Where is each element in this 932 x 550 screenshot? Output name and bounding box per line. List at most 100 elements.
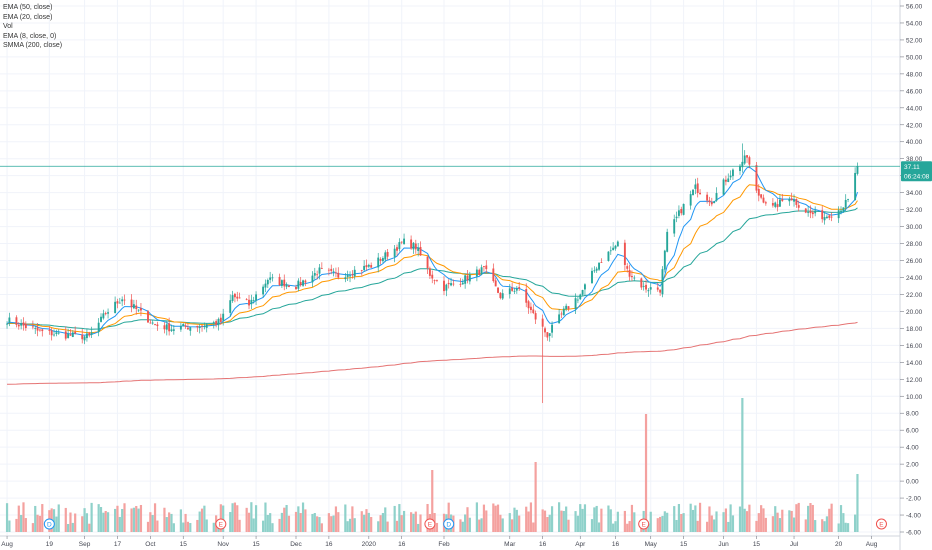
- volume-bar: [370, 516, 373, 532]
- candle-body: [71, 332, 74, 338]
- volume-bar: [480, 518, 483, 532]
- candle-body: [793, 199, 795, 202]
- last-price-value: 37.11: [904, 164, 920, 171]
- y-tick-label: 8.00: [906, 411, 919, 418]
- candle-body: [508, 288, 511, 295]
- volume-bar: [31, 523, 34, 532]
- volume-bar: [821, 519, 824, 532]
- volume-bar: [238, 519, 241, 532]
- candle-body: [132, 304, 135, 309]
- volume-bar: [301, 502, 305, 532]
- candle-body: [346, 274, 349, 277]
- candle-body: [443, 280, 445, 292]
- volume-bar: [698, 502, 702, 532]
- y-tick-label: 14.00: [906, 360, 923, 367]
- volume-bar: [182, 522, 185, 532]
- volume-bar: [776, 512, 779, 532]
- volume-bar: [294, 511, 298, 532]
- volume-bar: [285, 504, 288, 532]
- countdown-timer: 06:24:08: [904, 173, 930, 180]
- candle-body: [245, 299, 248, 301]
- y-tick-label: 52.00: [906, 37, 923, 44]
- candle-body: [680, 208, 683, 214]
- candle-body: [179, 326, 182, 330]
- volume-bar: [198, 511, 201, 532]
- volume-bar: [729, 504, 732, 532]
- legend-item-ema8[interactable]: EMA (8, close, 0): [3, 32, 57, 40]
- volume-bar: [231, 503, 234, 532]
- volume-bar: [299, 513, 302, 532]
- volume-bar: [558, 502, 561, 532]
- candle-body: [544, 328, 546, 333]
- candle-body: [215, 321, 218, 325]
- candle-body: [760, 194, 763, 198]
- candle-body: [297, 280, 300, 289]
- candle-body: [527, 301, 530, 309]
- candle-body: [135, 305, 138, 310]
- volume-bar: [297, 506, 300, 532]
- candle-body: [377, 257, 380, 268]
- candle-body: [811, 212, 814, 215]
- legend-item-smma200[interactable]: SMMA (200, close): [3, 42, 63, 50]
- candle-body: [642, 285, 645, 287]
- candle-body: [81, 334, 84, 340]
- candle-body: [304, 280, 307, 283]
- event-marker-label: D: [446, 522, 451, 529]
- volume-bar: [346, 521, 349, 532]
- candle-body: [478, 269, 481, 275]
- volume-bar: [172, 523, 175, 532]
- candle-body: [365, 265, 368, 268]
- volume-bar: [649, 511, 652, 532]
- candle-body: [252, 300, 255, 301]
- volume-bar: [149, 512, 152, 532]
- candle-body: [628, 270, 631, 277]
- candle-body: [699, 192, 702, 195]
- candle-body: [222, 313, 225, 321]
- candle-body: [675, 216, 678, 219]
- volume-bar: [360, 511, 363, 532]
- y-tick-label: 16.00: [906, 343, 923, 350]
- volume-bar: [755, 520, 758, 532]
- candle-body: [830, 216, 833, 218]
- y-tick-label: 18.00: [906, 326, 923, 333]
- volume-bar: [680, 514, 683, 532]
- volume-bar: [708, 506, 711, 532]
- volume-bar: [269, 513, 272, 532]
- candle-body: [757, 188, 760, 196]
- candle-body: [417, 247, 420, 251]
- candle-body: [8, 317, 11, 323]
- legend-item-ema20[interactable]: EMA (20, close): [3, 13, 53, 21]
- volume-bar: [795, 504, 798, 532]
- volume-bar: [600, 508, 603, 532]
- volume-bar: [222, 505, 225, 532]
- event-marker-label: E: [642, 522, 647, 529]
- candle-body: [426, 256, 429, 269]
- y-tick-label: 44.00: [906, 105, 923, 112]
- legend-item-volume[interactable]: Vol: [3, 23, 13, 31]
- volume-bar: [616, 511, 619, 532]
- volume-bar: [626, 523, 629, 532]
- candle-body: [741, 161, 744, 168]
- candle-body: [53, 334, 55, 336]
- candle-body: [482, 266, 485, 267]
- volume-bar: [677, 503, 681, 532]
- candle-body: [727, 178, 730, 182]
- x-tick-label: Jun: [718, 541, 729, 548]
- candle-body: [205, 324, 208, 328]
- candle-body: [386, 251, 389, 257]
- candle-body: [515, 288, 518, 291]
- y-tick-label: 20.00: [906, 309, 923, 316]
- x-tick-label: 16: [398, 541, 406, 548]
- last-price-tag: [901, 161, 932, 182]
- volume-bar: [99, 507, 103, 532]
- volume-bar: [55, 516, 58, 532]
- y-tick-label: 48.00: [906, 71, 923, 78]
- candle-body: [584, 284, 586, 290]
- volume-bar: [5, 503, 9, 532]
- volume-bar: [88, 523, 91, 532]
- candle-body: [288, 285, 290, 287]
- legend-item-ema50[interactable]: EMA (50, close): [3, 4, 53, 11]
- volume-bar: [365, 509, 368, 532]
- candle-body: [661, 269, 664, 295]
